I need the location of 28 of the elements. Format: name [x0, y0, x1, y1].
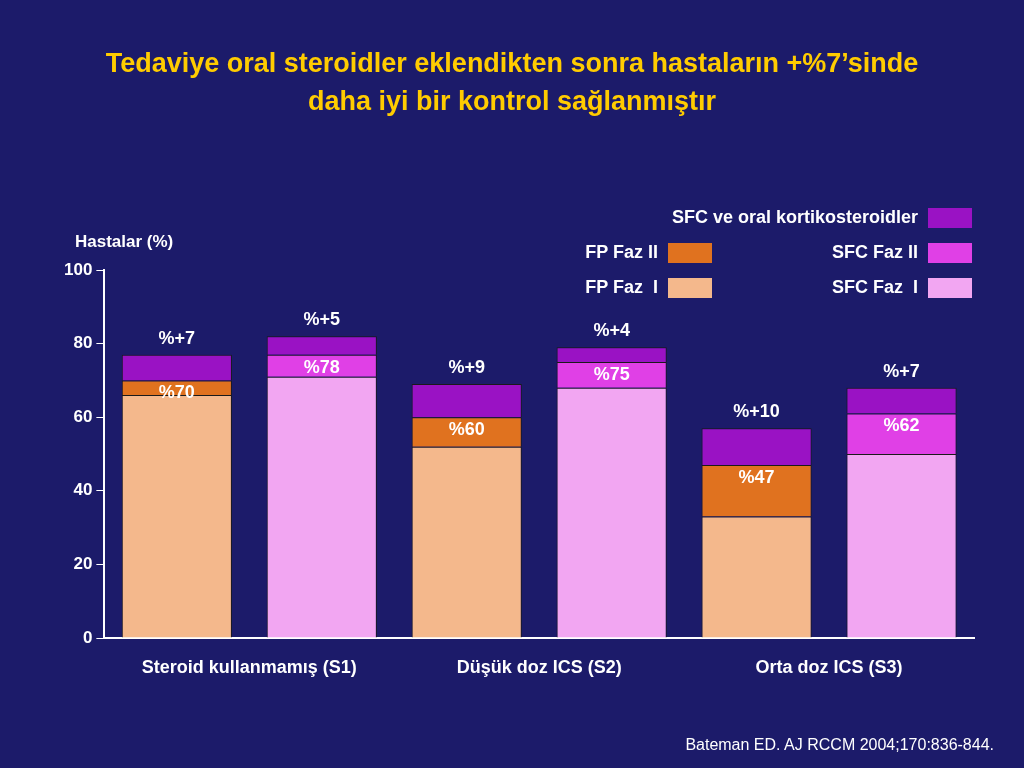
y-tick-label: 40 — [73, 480, 93, 500]
legend-label: SFC Faz I — [831, 276, 918, 297]
annotation: %60 — [448, 419, 485, 440]
legend-label: SFC Faz II — [831, 241, 918, 262]
data-label: %+9 — [448, 357, 485, 378]
x-tick-label: Orta doz ICS (S3) — [755, 656, 903, 677]
annotation: %78 — [303, 356, 340, 377]
text: Bateman ED. AJ RCCM 2004;170:836-844. — [685, 736, 994, 754]
y-tick-label: 20 — [73, 554, 93, 574]
y-axis-title: Hastalar (%) — [75, 232, 174, 252]
legend-label: FP Faz I — [585, 276, 658, 297]
legend-label: FP Faz II — [585, 241, 658, 262]
chart-title: Tedaviye oral steroidler eklendikten sonra hastaların +%7’sinde daha iyi bir kontrol sağlanmıştır — [104, 47, 920, 118]
data-label: %+4 — [593, 320, 630, 341]
annotation: %75 — [593, 363, 630, 384]
y-tick-label: 60 — [73, 406, 93, 426]
y-tick-label: 80 — [73, 333, 93, 353]
data-label: %+7 — [158, 327, 196, 348]
data-label: %+5 — [303, 309, 341, 330]
legend-label: SFC ve oral kortikosteroidler — [671, 206, 918, 227]
x-tick-label: Düşük doz ICS (S2) — [456, 656, 622, 677]
annotation: %47 — [738, 467, 775, 488]
y-tick-label: 0 — [82, 627, 93, 647]
x-tick-label: Steroid kullanmamış (S1) — [141, 656, 357, 677]
data-label: %+10 — [733, 401, 780, 422]
annotation: %62 — [883, 415, 920, 436]
y-tick-label: 100 — [63, 259, 93, 279]
data-label: %+7 — [883, 360, 920, 381]
